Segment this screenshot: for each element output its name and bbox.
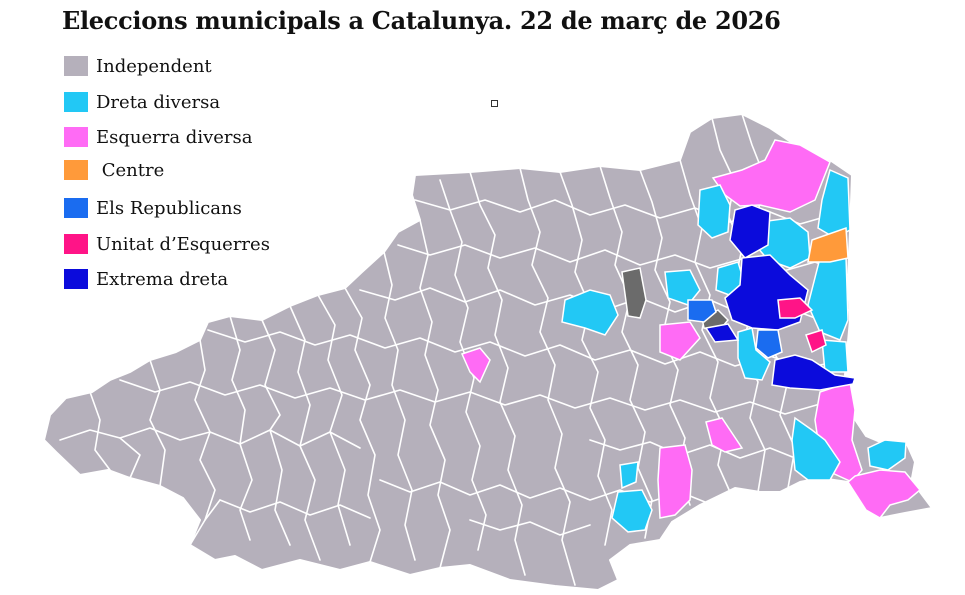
legend-label: Unitat d’Esquerres (96, 233, 270, 255)
legend-item-dreta-diversa: Dreta diversa (64, 90, 220, 114)
legend-label: Extrema dreta (96, 268, 229, 290)
legend-item-els-republicans: Els Republicans (64, 196, 242, 220)
legend-item-extrema-dreta: Extrema dreta (64, 267, 228, 291)
legend-swatch (64, 56, 88, 76)
legend-label: Esquerra diversa (96, 126, 253, 148)
legend-label: Independent (96, 55, 212, 77)
legend-item-esquerra-diversa: Esquerra diversa (64, 125, 252, 149)
legend-swatch (64, 92, 88, 112)
legend-swatch (64, 127, 88, 147)
legend-swatch (64, 269, 88, 289)
legend-swatch (64, 198, 88, 218)
dreta-diversa-communes (561, 168, 907, 533)
els-republicans-communes (687, 299, 783, 359)
legend-swatch (64, 160, 88, 180)
legend-label: Els Republicans (96, 197, 242, 219)
unitat-esquerres-communes (777, 297, 827, 354)
marker-square (491, 100, 498, 107)
legend-label: Centre (96, 159, 165, 181)
centre-commune (807, 226, 849, 263)
map-title: Eleccions municipals a Catalunya. 22 de … (62, 6, 781, 35)
legend-item-centre: Centre (64, 158, 164, 182)
legend-item-unitat-esquerres: Unitat d’Esquerres (64, 232, 270, 256)
legend-swatch (64, 234, 88, 254)
legend-label: Dreta diversa (96, 91, 221, 113)
legend-item-independent: Independent (64, 54, 212, 78)
